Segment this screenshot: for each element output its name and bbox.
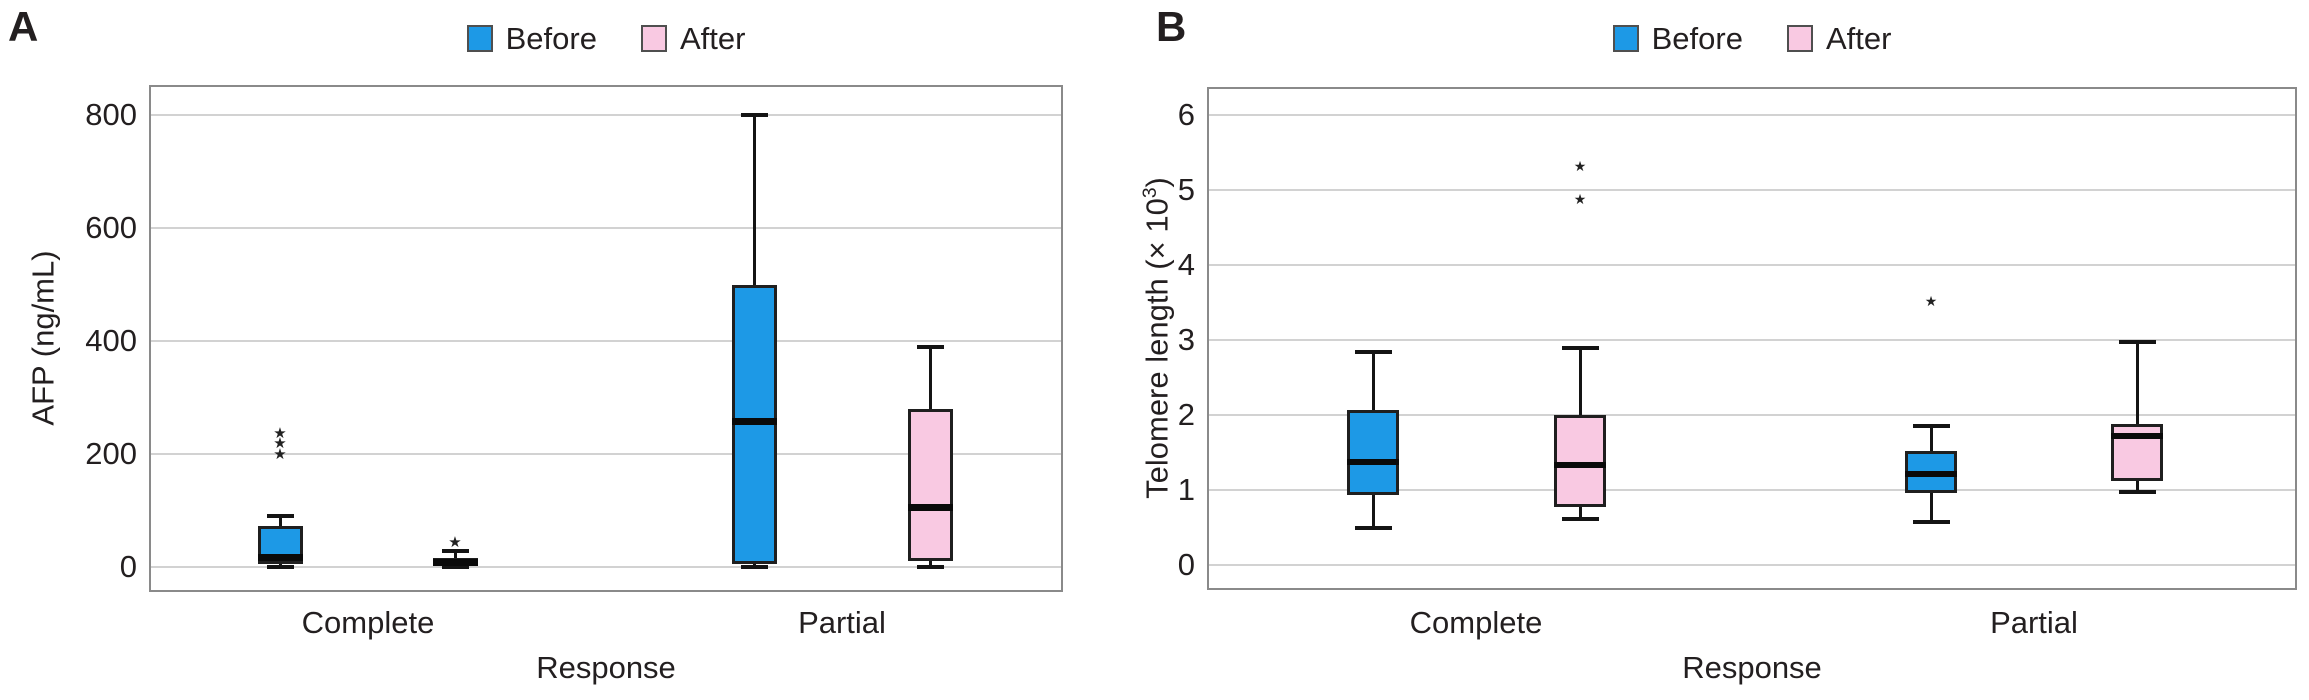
legend-item-before: Before — [1612, 20, 1743, 56]
whisker-cap-low-partial-after — [2118, 489, 2156, 494]
panel-b-x-axis-label: Response — [1682, 650, 1822, 685]
whisker-cap-high-complete-after — [441, 549, 469, 554]
x-tick-label-complete: Complete — [301, 605, 435, 640]
before-color-swatch-icon — [466, 24, 493, 52]
y-tick-label-2: 2 — [1177, 397, 1195, 432]
panel-b-plot-area: ★ ★ ★ — [1207, 87, 2297, 590]
whisker-partial-after — [2135, 342, 2139, 492]
outlier-star-icon: ★ — [273, 434, 287, 452]
after-color-swatch-icon — [640, 24, 667, 52]
y-tick-label-400: 400 — [85, 323, 137, 358]
gridline-0 — [151, 566, 1061, 568]
y-tick-label-0: 0 — [119, 549, 137, 584]
x-tick-label-complete: Complete — [1409, 605, 1543, 640]
median-partial-after — [907, 504, 953, 512]
gridline-400 — [151, 340, 1061, 342]
whisker-cap-high-partial-after — [2118, 340, 2156, 345]
box-complete-before — [1347, 409, 1399, 496]
outlier-star-icon: ★ — [448, 534, 462, 552]
y-tick-label-600: 600 — [85, 210, 137, 245]
whisker-cap-low-complete-after — [1561, 516, 1599, 521]
whisker-cap-high-partial-before — [1912, 424, 1950, 429]
y-tick-label-0: 0 — [1177, 547, 1195, 582]
whisker-cap-low-complete-before — [266, 565, 294, 569]
gridline-6 — [1209, 114, 2295, 116]
panel-b-letter: B — [1156, 3, 1187, 50]
y-tick-label-1: 1 — [1177, 472, 1195, 507]
before-color-swatch-icon — [1612, 24, 1639, 52]
whisker-cap-low-complete-before — [1354, 525, 1392, 530]
y-tick-label-3: 3 — [1177, 322, 1195, 357]
panel-a-legend: Before After — [149, 20, 1063, 56]
gridline-0 — [1209, 564, 2295, 566]
whisker-cap-low-complete-after — [441, 565, 469, 569]
gridline-800 — [151, 114, 1061, 116]
median-partial-after — [2111, 433, 2163, 439]
x-tick-label-partial: Partial — [798, 605, 886, 640]
y-tick-label-4: 4 — [1177, 247, 1195, 282]
median-partial-before — [731, 417, 777, 425]
panel-a-x-axis-label: Response — [536, 650, 676, 685]
legend-label-before: Before — [505, 20, 597, 56]
gridline-2 — [1209, 414, 2295, 416]
y-tick-label-800: 800 — [85, 97, 137, 132]
whisker-cap-high-complete-before — [1354, 350, 1392, 354]
legend-label-after: After — [679, 20, 746, 56]
median-partial-before — [1905, 471, 1957, 478]
median-complete-after — [432, 558, 478, 566]
outlier-star-icon: ★ — [1573, 191, 1587, 207]
legend-label-before: Before — [1651, 20, 1743, 56]
median-complete-after — [1554, 462, 1606, 469]
outlier-star-icon: ★ — [273, 445, 287, 463]
whisker-cap-high-partial-after — [916, 344, 944, 349]
whisker-cap-high-partial-before — [740, 113, 768, 117]
whisker-cap-high-complete-after — [1561, 345, 1599, 350]
x-tick-label-partial: Partial — [1990, 605, 2078, 640]
gridline-5 — [1209, 189, 2295, 191]
median-complete-before — [257, 554, 303, 562]
box-complete-after — [1554, 415, 1606, 508]
whisker-cap-low-partial-before — [740, 565, 768, 569]
panel-b-legend: Before After — [1207, 20, 2297, 56]
legend-item-before: Before — [466, 20, 597, 56]
legend-item-after: After — [640, 20, 746, 56]
gridline-4 — [1209, 264, 2295, 266]
whisker-cap-low-partial-after — [916, 565, 944, 569]
y-tick-label-6: 6 — [1177, 97, 1195, 132]
y-tick-label-200: 200 — [85, 436, 137, 471]
whisker-cap-high-complete-before — [266, 514, 294, 519]
gridline-200 — [151, 453, 1061, 455]
gridline-1 — [1209, 489, 2295, 491]
panel-a-plot-area: ★ ★ ★ ★ — [149, 85, 1063, 592]
whisker-cap-low-partial-before — [1912, 520, 1950, 525]
y-tick-label-5: 5 — [1177, 172, 1195, 207]
median-complete-before — [1347, 458, 1399, 465]
outlier-star-icon: ★ — [273, 424, 287, 442]
legend-label-after: After — [1825, 20, 1892, 56]
gridline-600 — [151, 227, 1061, 229]
box-partial-after — [907, 408, 953, 562]
after-color-swatch-icon — [1786, 24, 1813, 52]
outlier-star-icon: ★ — [1573, 158, 1587, 174]
outlier-star-icon: ★ — [1924, 293, 1938, 309]
legend-item-after: After — [1786, 20, 1892, 56]
gridline-3 — [1209, 339, 2295, 341]
panel-a-letter: A — [8, 3, 39, 50]
